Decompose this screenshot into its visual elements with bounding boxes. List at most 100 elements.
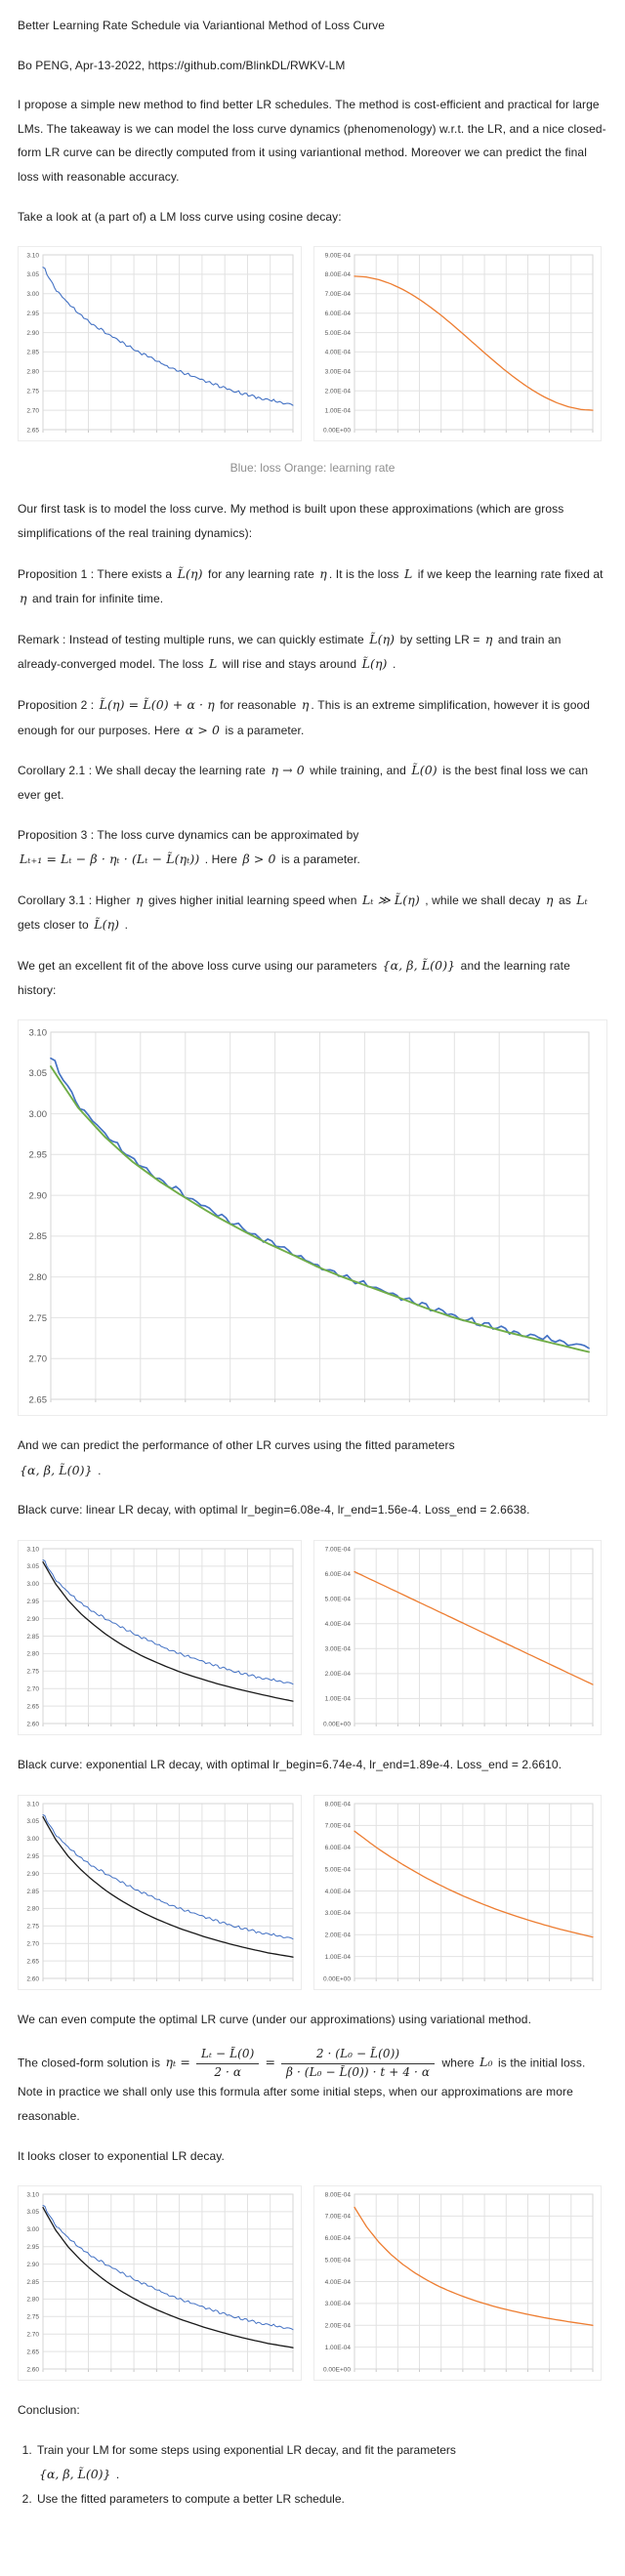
svg-text:0.00E+00: 0.00E+00 bbox=[323, 2366, 351, 2373]
paragraph-intro: I propose a simple new method to find be… bbox=[18, 98, 606, 184]
math-inline: α > 0 bbox=[185, 722, 221, 737]
math-inline: η bbox=[319, 565, 327, 581]
svg-text:3.00: 3.00 bbox=[29, 1109, 48, 1120]
svg-text:3.00: 3.00 bbox=[26, 2226, 39, 2233]
paragraph-proposition-2: Proposition 2 : L̃(η) = L̃(0) + α · η fo… bbox=[18, 697, 591, 737]
svg-text:2.95: 2.95 bbox=[26, 1599, 39, 1605]
svg-text:2.65: 2.65 bbox=[26, 2349, 39, 2356]
math-inline: L̃(0) bbox=[411, 763, 438, 778]
svg-text:3.00E-04: 3.00E-04 bbox=[325, 1910, 352, 1917]
math-inline: L₀ bbox=[479, 2055, 493, 2070]
paragraph-take-a-look: Take a look at (a part of) a LM loss cur… bbox=[18, 209, 342, 224]
math-inline: = bbox=[265, 2055, 276, 2070]
svg-text:2.85: 2.85 bbox=[29, 1231, 48, 1242]
svg-text:3.00: 3.00 bbox=[26, 1581, 39, 1588]
figure-exponential-decay: 3.10 3.05 3.00 2.95 2.90 2.85 2.80 2.75 2.70 2.65… bbox=[18, 1794, 607, 1990]
math-inline: Lₜ bbox=[576, 892, 588, 907]
svg-text:3.10: 3.10 bbox=[26, 1546, 39, 1553]
svg-text:8.00E-04: 8.00E-04 bbox=[325, 2191, 352, 2198]
svg-text:3.05: 3.05 bbox=[26, 1818, 39, 1825]
math-inline: L bbox=[208, 656, 218, 672]
paragraph-corollary-3-1: Corollary 3.1 : Higher η gives higher in… bbox=[18, 892, 588, 933]
svg-text:3.05: 3.05 bbox=[26, 2209, 39, 2216]
svg-text:8.00E-04: 8.00E-04 bbox=[325, 1801, 352, 1807]
math-inline: ηₜ = bbox=[165, 2055, 190, 2070]
math-inline: {α, β, L̃(0)} bbox=[20, 1462, 93, 1477]
math-inline: η bbox=[136, 892, 144, 907]
svg-text:9.00E-04: 9.00E-04 bbox=[325, 252, 352, 259]
paragraph-linear-label: Black curve: linear LR decay, with optim… bbox=[18, 1503, 530, 1517]
svg-text:5.00E-04: 5.00E-04 bbox=[325, 1866, 352, 1873]
conclusion-item-2: Use the fitted parameters to compute a b… bbox=[35, 2487, 607, 2512]
loss-chart-cosine: 3.10 3.05 3.00 2.95 2.90 2.85 2.80 2.75 2.70 2.65 bbox=[18, 246, 302, 442]
svg-text:2.75: 2.75 bbox=[26, 389, 39, 395]
figure-cosine-run: 3.10 3.05 3.00 2.95 2.90 2.85 2.80 2.75 2.70 2.65… bbox=[18, 246, 607, 442]
svg-text:2.65: 2.65 bbox=[26, 1958, 39, 1965]
svg-text:2.70: 2.70 bbox=[29, 1354, 48, 1365]
svg-text:2.65: 2.65 bbox=[29, 1394, 48, 1405]
svg-text:2.75: 2.75 bbox=[26, 1923, 39, 1930]
math-fraction: 2 · (L₀ − L̃(0)) β · (L₀ − L̃(0)) · t + 4… bbox=[281, 2047, 436, 2080]
svg-text:2.00E-04: 2.00E-04 bbox=[325, 389, 352, 395]
svg-text:4.00E-04: 4.00E-04 bbox=[325, 1888, 352, 1894]
svg-text:6.00E-04: 6.00E-04 bbox=[325, 1845, 352, 1851]
svg-text:3.10: 3.10 bbox=[26, 252, 39, 259]
math-inline: Lₜ ≫ L̃(η) bbox=[361, 892, 420, 907]
svg-text:2.95: 2.95 bbox=[26, 311, 39, 317]
svg-text:2.70: 2.70 bbox=[26, 2332, 39, 2339]
math-inline: η bbox=[20, 591, 27, 606]
math-inline: η bbox=[484, 631, 493, 646]
svg-text:2.80: 2.80 bbox=[26, 1905, 39, 1912]
lr-chart-optimal: 8.00E-04 7.00E-04 6.00E-04 5.00E-04 4.00E-04… bbox=[313, 2185, 602, 2382]
lr-chart-linear: 7.00E-04 6.00E-04 5.00E-04 4.00E-04 3.00E-04… bbox=[313, 1540, 602, 1735]
svg-text:2.95: 2.95 bbox=[26, 1853, 39, 1860]
svg-text:2.65: 2.65 bbox=[26, 427, 39, 434]
svg-text:4.00E-04: 4.00E-04 bbox=[325, 1621, 352, 1628]
paragraph-excellent-fit: We get an excellent fit of the above los… bbox=[18, 957, 570, 997]
svg-text:7.00E-04: 7.00E-04 bbox=[325, 1822, 352, 1829]
conclusion-list: Train your LM for some steps using expon… bbox=[18, 2438, 607, 2512]
math-inline: β > 0 bbox=[242, 852, 276, 867]
svg-text:2.65: 2.65 bbox=[26, 1703, 39, 1710]
svg-text:2.00E-04: 2.00E-04 bbox=[325, 2323, 352, 2330]
conclusion-item-1: Train your LM for some steps using expon… bbox=[35, 2438, 607, 2487]
svg-text:2.60: 2.60 bbox=[26, 2366, 39, 2373]
paragraph-predict: And we can predict the performance of ot… bbox=[18, 1438, 455, 1477]
svg-text:3.00E-04: 3.00E-04 bbox=[325, 369, 352, 376]
chart-pair-linear: 3.10 3.05 3.00 2.95 2.90 2.85 2.80 2.75 2.70 2.65… bbox=[18, 1540, 607, 1735]
loss-chart-optimal: 3.10 3.05 3.00 2.95 2.90 2.85 2.80 2.75 2.70 2.65… bbox=[18, 2185, 302, 2382]
loss-chart-linear: 3.10 3.05 3.00 2.95 2.90 2.85 2.80 2.75 2.70 2.65… bbox=[18, 1540, 302, 1735]
paragraph-compute-optimal: We can even compute the optimal LR curve… bbox=[18, 2012, 532, 2026]
doc-title: Better Learning Rate Schedule via Varian… bbox=[18, 19, 386, 32]
math-inline: L̃(η) = L̃(0) + α · η bbox=[99, 697, 215, 713]
svg-text:2.00E-04: 2.00E-04 bbox=[325, 1671, 352, 1678]
paragraph-exponential-label: Black curve: exponential LR decay, with … bbox=[18, 1758, 562, 1771]
svg-text:2.80: 2.80 bbox=[26, 2297, 39, 2304]
svg-text:5.00E-04: 5.00E-04 bbox=[325, 330, 352, 337]
paragraph-conclusion-head: Conclusion: bbox=[18, 2403, 80, 2418]
math-inline: L̃(η) bbox=[177, 565, 203, 581]
svg-text:2.85: 2.85 bbox=[26, 1634, 39, 1641]
figure-optimal-decay: 3.10 3.05 3.00 2.95 2.90 2.85 2.80 2.75 2.70 2.65… bbox=[18, 2185, 607, 2382]
svg-text:2.75: 2.75 bbox=[29, 1313, 48, 1324]
svg-text:0.00E+00: 0.00E+00 bbox=[323, 427, 351, 434]
svg-text:2.80: 2.80 bbox=[29, 1272, 48, 1283]
svg-text:1.00E-04: 1.00E-04 bbox=[325, 408, 352, 415]
paragraph-proposition-1: Proposition 1 : There exists a L̃(η) for… bbox=[18, 565, 604, 606]
math-inline: Lₜ₊₁ = Lₜ − β · ηₜ · (Lₜ − L̃(ηₜ)) bbox=[20, 852, 200, 867]
svg-text:2.90: 2.90 bbox=[26, 1870, 39, 1877]
svg-text:6.00E-04: 6.00E-04 bbox=[325, 2235, 352, 2242]
svg-text:2.70: 2.70 bbox=[26, 408, 39, 415]
math-inline: η → 0 bbox=[271, 763, 305, 778]
math-inline: L̃(η) bbox=[361, 656, 388, 672]
svg-text:5.00E-04: 5.00E-04 bbox=[325, 2258, 352, 2264]
paragraph-first-task: Our first task is to model the loss curv… bbox=[18, 502, 564, 540]
svg-text:3.10: 3.10 bbox=[26, 1801, 39, 1807]
svg-text:3.00E-04: 3.00E-04 bbox=[325, 1646, 352, 1653]
figure-linear-decay: 3.10 3.05 3.00 2.95 2.90 2.85 2.80 2.75 2.70 2.65… bbox=[18, 1540, 607, 1735]
paragraph-corollary-2-1: Corollary 2.1 : We shall decay the learn… bbox=[18, 763, 589, 802]
svg-text:7.00E-04: 7.00E-04 bbox=[325, 2214, 352, 2221]
math-inline: L̃(η) bbox=[94, 917, 120, 933]
svg-text:2.85: 2.85 bbox=[26, 1888, 39, 1894]
